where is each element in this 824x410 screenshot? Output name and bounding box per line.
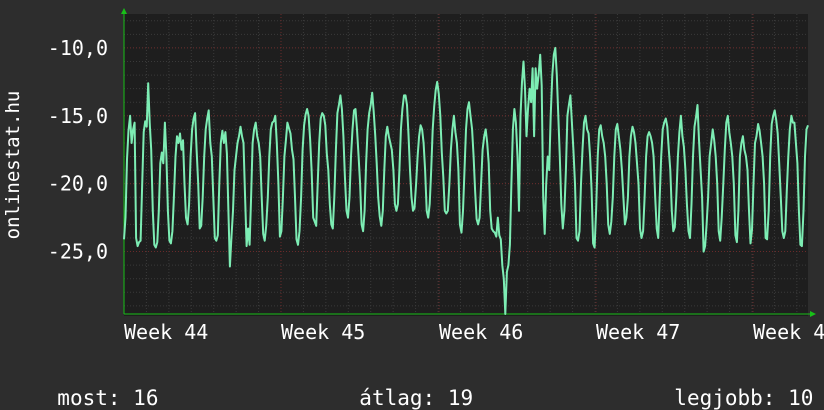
x-axis-arrow-icon (810, 311, 816, 317)
stat-average: átlag: 19 (334, 362, 473, 410)
x-tick-label: Week 46 (439, 320, 523, 344)
stat-best: legjobb: 10 (649, 362, 813, 410)
x-tick-label: Week 47 (596, 320, 680, 344)
stat-best-value: 10 (788, 386, 814, 410)
y-tick-label: -20,0 (48, 172, 108, 196)
stat-current-value: 16 (133, 386, 159, 410)
stat-average-value: 19 (447, 386, 474, 410)
y-axis-arrow-icon (121, 8, 127, 14)
y-axis-label: onlinestat.hu (2, 91, 24, 240)
y-tick-label: -25,0 (48, 240, 108, 264)
y-tick-label: -15,0 (48, 104, 108, 128)
stat-average-label: átlag: (359, 386, 436, 410)
x-tick-labels: Week 44 Week 45 Week 46 Week 47 Week 4 (124, 320, 824, 344)
x-tick-label: Week 4 (753, 320, 824, 344)
y-tick-labels: -10,0 -15,0 -20,0 -25,0 (48, 36, 108, 264)
plot-area (124, 14, 808, 316)
stat-best-label: legjobb: (674, 386, 776, 410)
y-tick-label: -10,0 (48, 36, 108, 60)
stat-current-label: most: (57, 386, 121, 410)
x-tick-label: Week 45 (281, 320, 365, 344)
series-line (123, 46, 809, 315)
x-tick-label: Week 44 (124, 320, 208, 344)
stat-current: most: 16 (32, 362, 158, 410)
